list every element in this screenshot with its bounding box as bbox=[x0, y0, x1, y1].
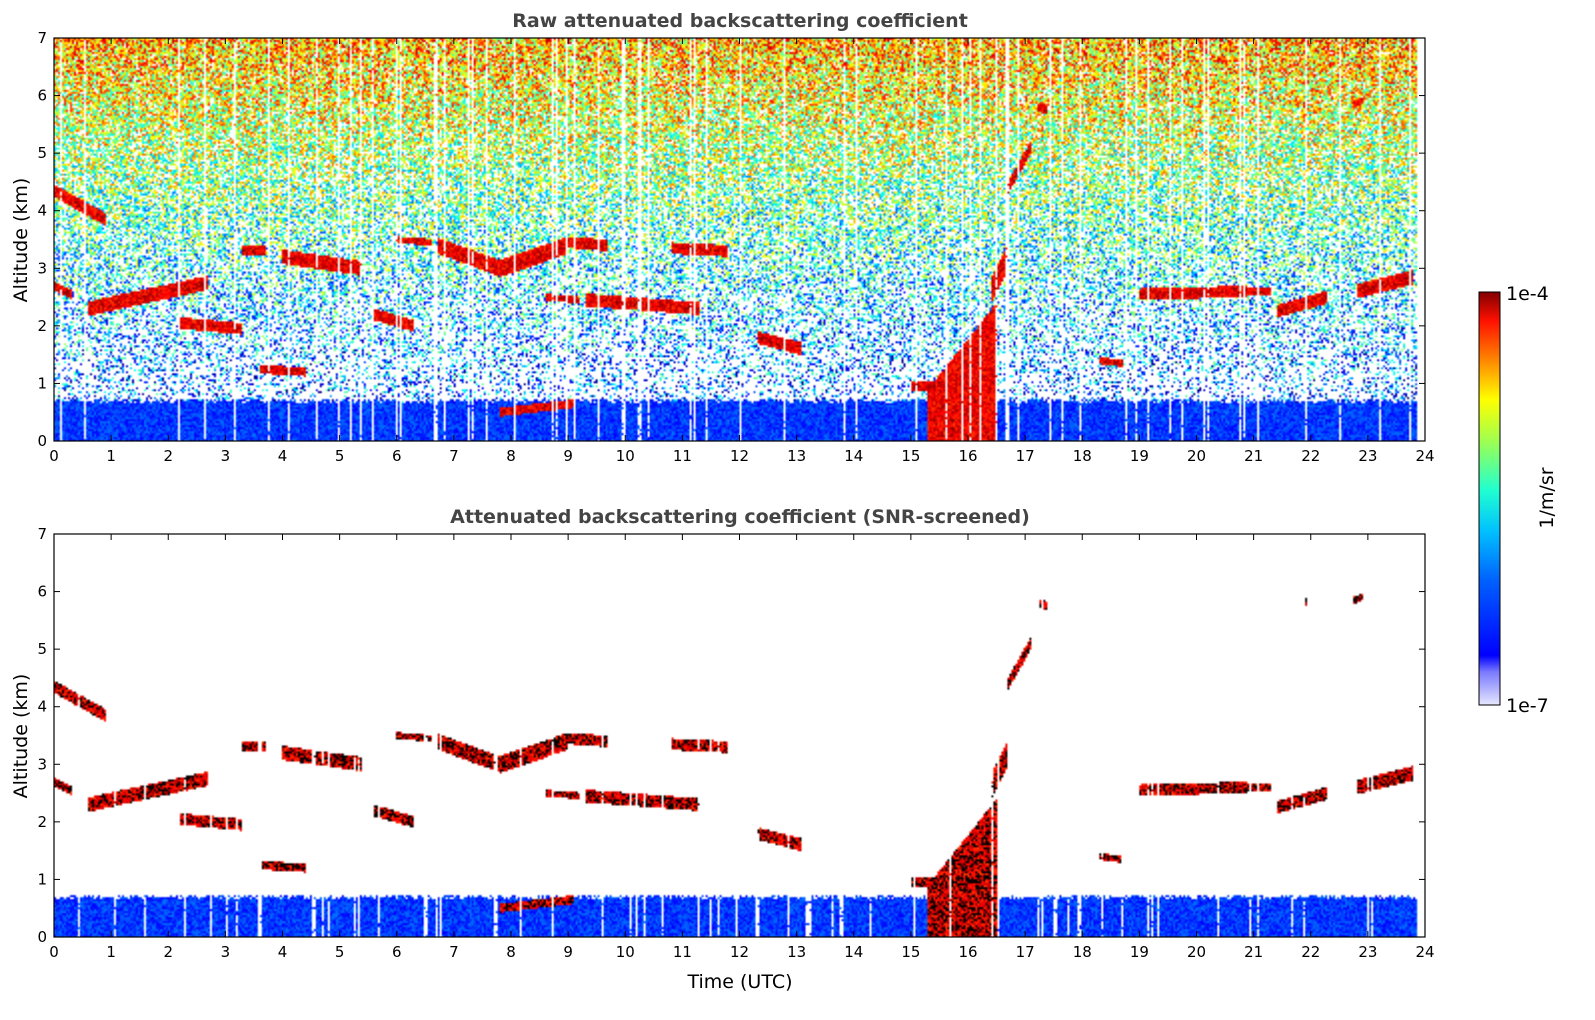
x-tick-label: 16 bbox=[958, 447, 977, 465]
x-tick-label: 11 bbox=[673, 943, 692, 961]
y-tick-label: 1 bbox=[37, 870, 47, 888]
colorbar-min-label: 1e-7 bbox=[1506, 695, 1549, 717]
raw-backscatter-panel: Raw attenuated backscattering coefficien… bbox=[10, 10, 1435, 465]
x-tick-label: 21 bbox=[1244, 943, 1263, 961]
x-tick-label: 4 bbox=[278, 943, 288, 961]
y-tick-label: 1 bbox=[37, 374, 47, 392]
x-tick-label: 17 bbox=[1016, 447, 1035, 465]
x-tick-label: 10 bbox=[616, 943, 635, 961]
x-tick-label: 22 bbox=[1301, 943, 1320, 961]
x-tick-label: 6 bbox=[392, 447, 402, 465]
y-tick-label: 0 bbox=[37, 928, 47, 946]
colorbar-unit-label: 1/m/sr bbox=[1536, 467, 1558, 528]
x-tick-label: 13 bbox=[787, 447, 806, 465]
x-tick-label: 24 bbox=[1415, 943, 1434, 961]
x-tick-label: 10 bbox=[616, 447, 635, 465]
x-tick-label: 19 bbox=[1130, 447, 1149, 465]
y-tick-label: 4 bbox=[37, 202, 47, 220]
x-axis-label: Time (UTC) bbox=[686, 971, 792, 993]
x-tick-label: 18 bbox=[1073, 447, 1092, 465]
y-tick-label: 2 bbox=[37, 813, 47, 831]
y-tick-label: 6 bbox=[37, 583, 47, 601]
y-tick-label: 3 bbox=[37, 755, 47, 773]
x-tick-label: 20 bbox=[1187, 943, 1206, 961]
x-tick-label: 14 bbox=[844, 943, 863, 961]
x-tick-label: 18 bbox=[1073, 943, 1092, 961]
x-tick-label: 7 bbox=[449, 447, 459, 465]
screened-y-ticks: 0 1 2 3 4 5 6 7 bbox=[37, 525, 1425, 946]
x-tick-label: 13 bbox=[787, 943, 806, 961]
colorbar-gradient bbox=[1478, 291, 1501, 706]
y-tick-label: 6 bbox=[37, 87, 47, 105]
screened-x-ticks: 0 1 2 3 4 5 6 7 8 9 10 11 12 13 14 15 16 17 18 19 20 21 22 23 24 bbox=[49, 534, 1435, 961]
x-tick-label: 23 bbox=[1358, 447, 1377, 465]
x-tick-label: 17 bbox=[1016, 943, 1035, 961]
x-tick-label: 11 bbox=[673, 447, 692, 465]
x-tick-label: 14 bbox=[844, 447, 863, 465]
x-tick-label: 0 bbox=[49, 943, 59, 961]
y-tick-label: 5 bbox=[37, 144, 47, 162]
x-tick-label: 5 bbox=[335, 447, 345, 465]
x-tick-label: 2 bbox=[163, 943, 173, 961]
x-tick-label: 23 bbox=[1358, 943, 1377, 961]
raw-y-axis-label: Altitude (km) bbox=[10, 178, 32, 303]
x-tick-label: 12 bbox=[730, 447, 749, 465]
x-tick-label: 3 bbox=[221, 943, 231, 961]
x-tick-label: 8 bbox=[506, 943, 516, 961]
x-tick-label: 4 bbox=[278, 447, 288, 465]
x-tick-label: 1 bbox=[106, 943, 116, 961]
x-tick-label: 0 bbox=[49, 447, 59, 465]
x-tick-label: 20 bbox=[1187, 447, 1206, 465]
panel-title-raw: Raw attenuated backscattering coefficien… bbox=[512, 10, 968, 32]
y-tick-label: 7 bbox=[37, 29, 47, 47]
x-tick-label: 22 bbox=[1301, 447, 1320, 465]
x-tick-label: 15 bbox=[901, 943, 920, 961]
x-tick-label: 2 bbox=[163, 447, 173, 465]
raw-heatmap-image bbox=[54, 38, 1425, 441]
y-tick-label: 2 bbox=[37, 317, 47, 335]
x-tick-label: 5 bbox=[335, 943, 345, 961]
x-tick-label: 12 bbox=[730, 943, 749, 961]
x-tick-label: 3 bbox=[221, 447, 231, 465]
y-tick-label: 4 bbox=[37, 698, 47, 716]
y-tick-label: 7 bbox=[37, 525, 47, 543]
x-tick-label: 1 bbox=[106, 447, 116, 465]
y-tick-label: 5 bbox=[37, 640, 47, 658]
x-tick-label: 7 bbox=[449, 943, 459, 961]
y-tick-label: 0 bbox=[37, 432, 47, 450]
raw-x-ticks: 0 1 2 3 4 5 6 7 8 9 10 11 12 13 14 15 16 17 18 19 20 21 22 23 24 bbox=[49, 38, 1435, 465]
x-tick-label: 16 bbox=[958, 943, 977, 961]
screened-y-axis-label: Altitude (km) bbox=[10, 674, 32, 799]
screened-backscatter-panel: Attenuated backscattering coefficient (S… bbox=[10, 506, 1435, 993]
x-tick-label: 9 bbox=[563, 943, 573, 961]
x-tick-label: 8 bbox=[506, 447, 516, 465]
x-tick-label: 19 bbox=[1130, 943, 1149, 961]
colorbar-max-label: 1e-4 bbox=[1506, 283, 1549, 305]
x-tick-label: 9 bbox=[563, 447, 573, 465]
y-tick-label: 3 bbox=[37, 259, 47, 277]
panel-title-screened: Attenuated backscattering coefficient (S… bbox=[450, 506, 1030, 528]
x-tick-label: 24 bbox=[1415, 447, 1434, 465]
x-tick-label: 21 bbox=[1244, 447, 1263, 465]
x-tick-label: 15 bbox=[901, 447, 920, 465]
x-tick-label: 6 bbox=[392, 943, 402, 961]
raw-y-ticks: 0 1 2 3 4 5 6 7 bbox=[37, 29, 1425, 450]
screened-heatmap-image bbox=[54, 534, 1425, 937]
colorbar: 1e-4 1e-7 1/m/sr bbox=[1478, 283, 1558, 717]
